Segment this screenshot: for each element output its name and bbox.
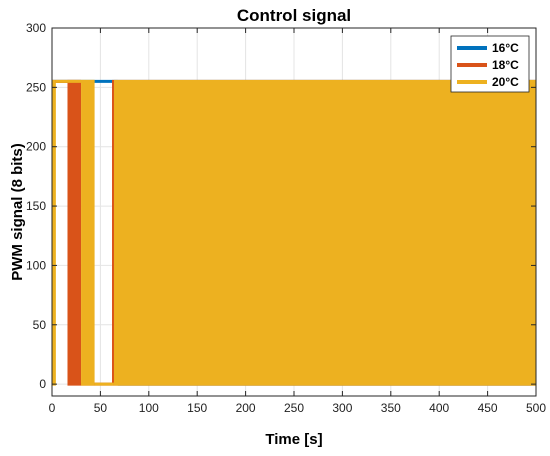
series-block	[112, 79, 116, 386]
legend: 16°C 18°C 20°C	[450, 35, 530, 93]
y-axis-label: PWM signal (8 bits)	[9, 143, 26, 281]
ticks: 0 50 100 150 200 250 300 350 400 450 500 0 50 100 150 2…	[26, 21, 546, 415]
y-tick-label: 200	[26, 140, 46, 154]
legend-entry: 20°C	[492, 75, 519, 89]
x-axis-label: Time [s]	[265, 431, 322, 448]
y-tick-label: 100	[26, 258, 46, 272]
x-tick-label: 0	[49, 401, 56, 415]
y-tick-label: 50	[33, 318, 47, 332]
plot-area	[52, 79, 537, 386]
chart-title: Control signal	[237, 6, 351, 25]
series-3	[52, 79, 537, 386]
series-block	[67, 79, 82, 386]
y-tick-label: 300	[26, 21, 46, 35]
x-tick-label: 200	[236, 401, 256, 415]
y-tick-label: 150	[26, 199, 46, 213]
x-tick-label: 150	[187, 401, 207, 415]
series-block	[81, 79, 95, 386]
series-band	[113, 79, 537, 386]
x-tick-label: 350	[381, 401, 401, 415]
legend-entry: 18°C	[492, 58, 519, 72]
y-tick-label: 250	[26, 80, 46, 94]
x-tick-label: 250	[284, 401, 304, 415]
legend-entry: 16°C	[492, 41, 519, 55]
x-tick-label: 400	[429, 401, 449, 415]
x-tick-label: 450	[478, 401, 498, 415]
series-block	[52, 79, 56, 386]
x-tick-label: 50	[94, 401, 108, 415]
y-tick-label: 0	[39, 377, 46, 391]
x-tick-label: 300	[332, 401, 352, 415]
x-tick-label: 100	[139, 401, 159, 415]
x-tick-label: 500	[526, 401, 546, 415]
